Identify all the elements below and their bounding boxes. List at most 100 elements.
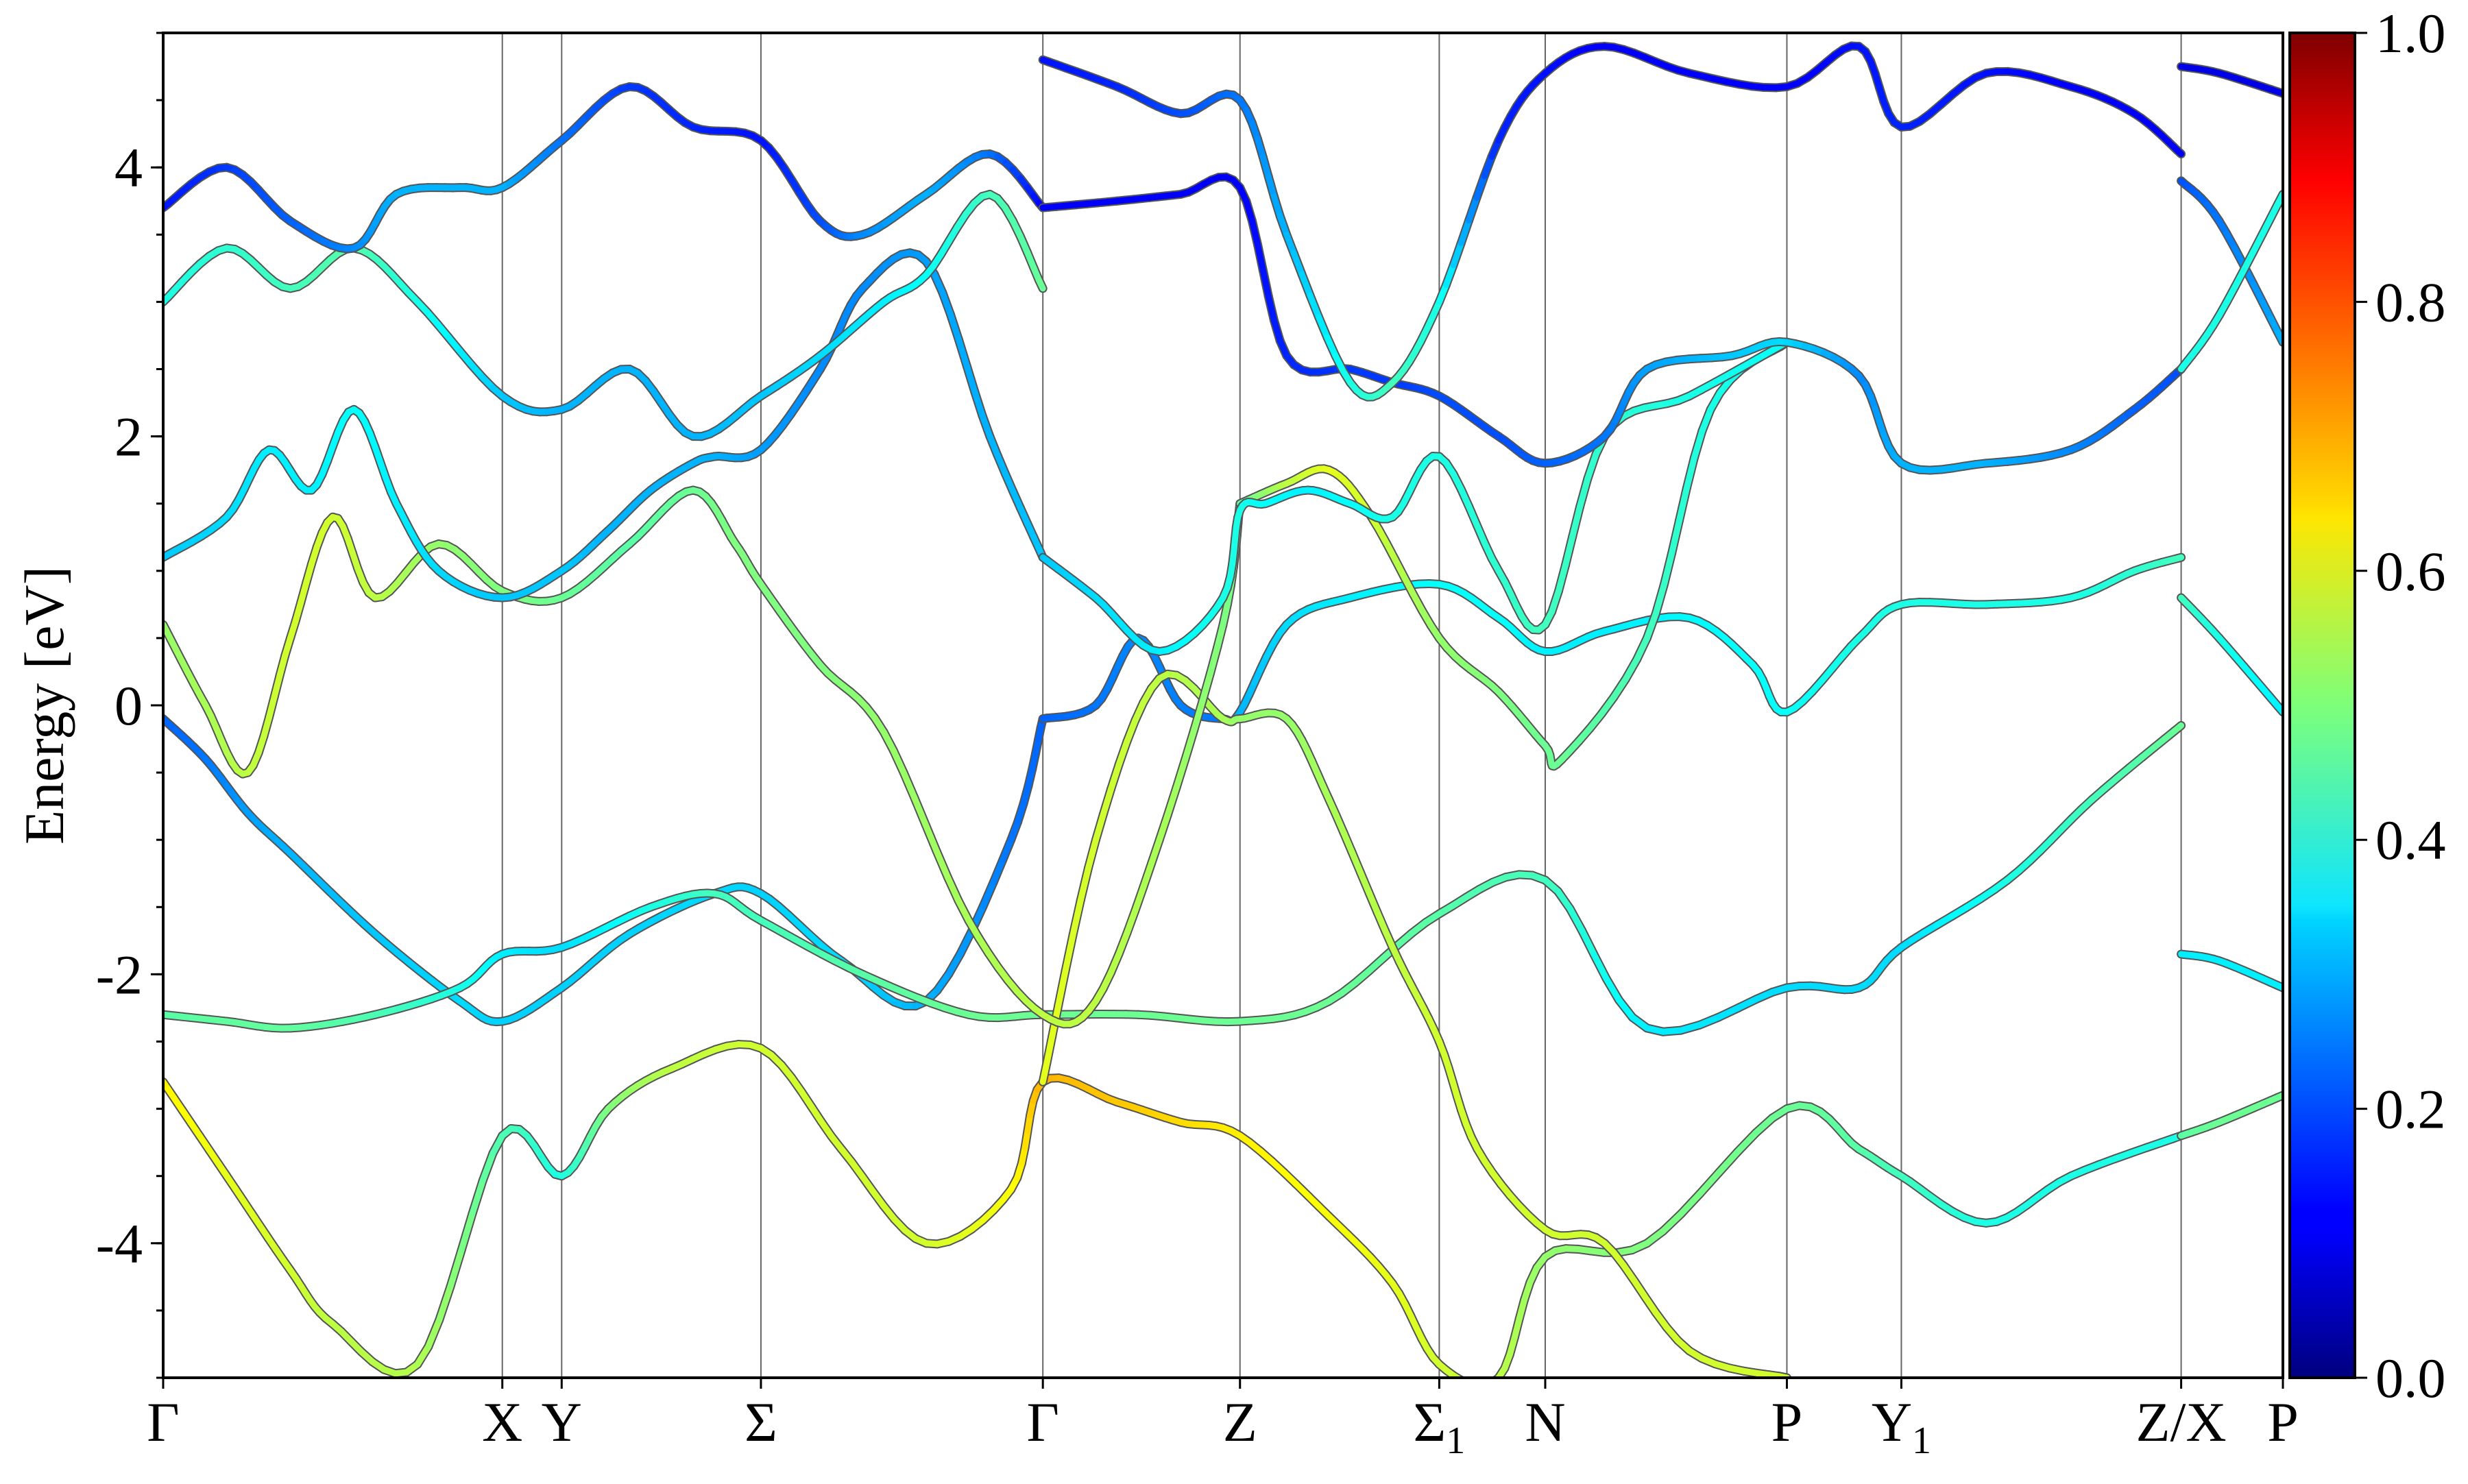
band-11 <box>1043 177 2181 470</box>
band-segment <box>958 340 967 366</box>
band-segment <box>1003 840 1011 860</box>
band-segment <box>1461 220 1468 243</box>
band-segment <box>951 315 959 340</box>
colorbar-tick-label: 0.4 <box>2375 809 2446 871</box>
band-15 <box>2181 598 2283 712</box>
band-segment <box>1185 730 1194 759</box>
band-segment <box>943 292 951 315</box>
band-segment <box>982 415 990 436</box>
band-segment <box>1344 833 1352 852</box>
band-14 <box>2181 181 2283 342</box>
band-segment <box>1446 265 1453 285</box>
band-segment <box>975 391 982 415</box>
x-tick-label: Γ <box>1026 1391 1058 1453</box>
band-segment <box>1135 888 1144 911</box>
band-segment <box>1089 840 1096 868</box>
band-segment <box>1302 274 1310 295</box>
band-outline-segment <box>1469 1384 1477 1386</box>
band-lines <box>163 46 2283 1385</box>
band-segment <box>1565 537 1572 565</box>
band-segment <box>1096 814 1103 840</box>
x-tick-label: Z/X <box>2136 1391 2227 1453</box>
colorbar-tick-label: 0.6 <box>2375 540 2446 603</box>
x-tick-label: Z <box>1223 1391 1257 1453</box>
band-segment <box>1656 585 1664 613</box>
band-segment <box>1719 1008 1738 1017</box>
x-tick-label: Γ <box>147 1391 179 1453</box>
colorbar-tick-label: 0.8 <box>2375 271 2446 333</box>
x-tick-label: P <box>1771 1391 1803 1453</box>
band-5 <box>163 490 1240 1024</box>
band-10 <box>163 86 1043 248</box>
band-12 <box>1043 46 2181 397</box>
y-tick-label: -2 <box>96 943 143 1006</box>
band-segment <box>1103 789 1111 814</box>
high-symmetry-lines <box>503 33 2181 1378</box>
x-tick-label: Σ1 <box>1414 1391 1466 1462</box>
band-segment <box>1484 157 1492 176</box>
band-segment <box>1211 647 1218 672</box>
colorbar: 0.00.20.40.60.81.0 <box>2290 2 2446 1409</box>
band-4 <box>1043 674 1787 1378</box>
band-segment <box>1681 1194 1699 1214</box>
band-segment <box>1319 317 1327 337</box>
band-segment <box>2175 725 2181 731</box>
band-segment <box>1477 176 1484 197</box>
band-6 <box>1240 342 1787 766</box>
band-3 <box>163 1045 2181 1386</box>
y-tick-label: 2 <box>114 406 143 468</box>
band-segment <box>1294 254 1302 274</box>
band-segment <box>1194 701 1202 729</box>
band-segment <box>1484 1383 1492 1386</box>
band-2 <box>163 725 2181 1032</box>
band-segment <box>1159 815 1168 840</box>
band-segment <box>1119 742 1127 765</box>
band-0 <box>163 719 1043 1022</box>
band-segment <box>1719 1152 1738 1173</box>
band-segment <box>1352 853 1360 873</box>
band-18 <box>2181 194 2283 369</box>
band-segment <box>1573 507 1580 536</box>
band-outline-segment <box>1484 1383 1492 1386</box>
band-segment <box>1223 604 1228 624</box>
band-16 <box>2181 954 2283 988</box>
colorbar-ticks: 0.00.20.40.60.81.0 <box>2355 2 2446 1409</box>
band-segment <box>1369 893 1377 913</box>
x-tick-label: Σ <box>745 1391 777 1453</box>
x-tick-label: Y <box>542 1391 582 1453</box>
band-segment <box>993 860 1003 882</box>
band-segment <box>1453 243 1461 265</box>
band-segment <box>1558 565 1565 592</box>
y-tick-label: -4 <box>96 1213 143 1275</box>
band-segment <box>1699 1173 1719 1194</box>
band-9 <box>163 194 1043 436</box>
band-segment <box>1310 295 1318 317</box>
band-segment <box>1039 280 1043 288</box>
band-segment <box>1168 788 1176 815</box>
band-segment <box>1461 1380 1468 1384</box>
band-segment <box>884 732 893 751</box>
y-axis-label: Energy [eV] <box>13 566 75 844</box>
band-segment <box>1672 520 1680 553</box>
band-13 <box>2181 66 2283 93</box>
band-segment <box>1702 409 1710 430</box>
band-segment <box>1361 873 1369 893</box>
band-segment <box>1127 911 1135 934</box>
band-17 <box>2181 1095 2283 1136</box>
band-segment <box>1694 431 1702 458</box>
band-segment <box>1176 759 1185 788</box>
band-segment <box>2178 557 2181 558</box>
band-segment <box>1580 478 1588 507</box>
band-segment <box>1065 936 1073 971</box>
colorbar-gradient <box>2290 33 2355 1378</box>
band-segment <box>1144 864 1152 888</box>
band-segment <box>1127 720 1135 741</box>
band-segment <box>1686 458 1694 488</box>
band-segment <box>1202 673 1210 701</box>
y-axis: -4 -2 0 2 4 <box>96 33 163 1378</box>
y-tick-label: 4 <box>114 136 143 199</box>
band-segment <box>1073 900 1080 935</box>
y-tick-label: 0 <box>114 674 143 737</box>
